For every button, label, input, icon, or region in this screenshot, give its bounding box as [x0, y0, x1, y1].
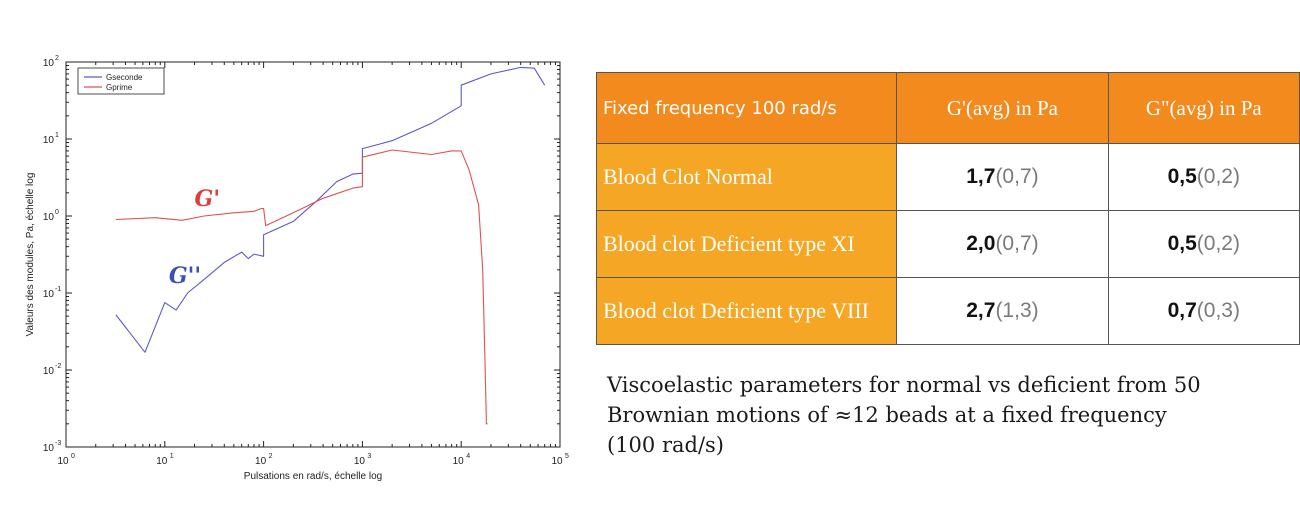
- table-row: Blood Clot Normal 1,7(0,7) 0,5(0,2): [595, 143, 1300, 211]
- x-tick-exponent: 2: [269, 453, 273, 460]
- x-tick-label: 10: [255, 456, 267, 467]
- g-second-cell: 0,7(0,3): [1107, 277, 1300, 345]
- caption-line: Viscoelastic parameters for normal vs de…: [607, 373, 1201, 397]
- y-tick-label: 10: [43, 58, 55, 69]
- x-axis-label: Pulsations en rad/s, échelle log: [244, 471, 382, 482]
- y-tick-exponent: 0: [55, 209, 59, 216]
- caption-line: (100 rad/s): [607, 433, 724, 457]
- caption: Viscoelastic parameters for normal vs de…: [607, 370, 1297, 460]
- x-tick-label: 10: [354, 456, 366, 467]
- value-main: 0,5: [1167, 165, 1197, 188]
- value-sd: (0,7): [995, 165, 1039, 188]
- g-prime-cell: 2,7(1,3): [896, 277, 1109, 345]
- table-row: Blood clot Deficient type XI 2,0(0,7) 0,…: [595, 210, 1300, 278]
- value-sd: (0,7): [995, 232, 1039, 255]
- row-label: Blood clot Deficient type XI: [595, 210, 898, 278]
- row-label: Blood clot Deficient type VIII: [595, 277, 898, 345]
- row-label: Blood Clot Normal: [595, 143, 898, 211]
- g-prime-cell: 2,0(0,7): [896, 210, 1109, 278]
- x-tick-label: 10: [551, 456, 563, 467]
- y-tick-exponent: -2: [55, 363, 61, 370]
- table-header-row: Fixed frequency 100 rad/s G'(avg) in Pa …: [595, 72, 1300, 144]
- series-line-gprime: [115, 149, 488, 425]
- x-tick-exponent: 5: [565, 453, 569, 460]
- caption-line: Brownian motions of ≈12 beads at a fixed…: [607, 403, 1167, 427]
- y-tick-exponent: -3: [55, 440, 61, 447]
- legend-box: [77, 67, 165, 95]
- x-tick-exponent: 1: [170, 453, 174, 460]
- x-tick-exponent: 0: [71, 453, 75, 460]
- x-tick-exponent: 4: [466, 453, 470, 460]
- series-line-gseconde: [115, 66, 546, 353]
- header-fixed-frequency: Fixed frequency 100 rad/s: [595, 72, 898, 144]
- viscoelastic-table: Fixed frequency 100 rad/s G'(avg) in Pa …: [595, 72, 1300, 345]
- annotation-label: G'': [169, 263, 201, 289]
- chart-svg: 10 0 10 1 10 2 10 3 10 4 10 510 -310 -210 -110 010 110 2P…: [25, 55, 569, 482]
- legend-label-gprime: Gprime: [106, 83, 133, 92]
- annotation-label: G': [195, 186, 221, 212]
- y-tick-label: 10: [43, 212, 55, 223]
- g-second-cell: 0,5(0,2): [1107, 210, 1300, 278]
- table-row: Blood clot Deficient type VIII 2,7(1,3) …: [595, 277, 1300, 345]
- value-main: 1,7: [966, 165, 996, 188]
- value-main: 2,7: [966, 299, 996, 322]
- rheology-chart: 10 0 10 1 10 2 10 3 10 4 10 5 10 -3 10 -2 10 -1 10 0 10 1 10 2 P…: [0, 0, 590, 505]
- value-sd: (0,2): [1196, 165, 1240, 188]
- value-sd: (1,3): [995, 299, 1039, 322]
- y-tick-exponent: 1: [55, 132, 59, 139]
- x-tick-label: 10: [57, 456, 69, 467]
- value-sd: (0,3): [1196, 299, 1240, 322]
- g-prime-cell: 1,7(0,7): [896, 143, 1109, 211]
- y-tick-label: 10: [43, 135, 55, 146]
- header-g-second: G"(avg) in Pa: [1107, 72, 1300, 144]
- x-tick-exponent: 3: [367, 453, 371, 460]
- y-tick-label: 10: [43, 443, 55, 454]
- y-tick-label: 10: [43, 366, 55, 377]
- header-g-prime: G'(avg) in Pa: [896, 72, 1109, 144]
- value-main: 2,0: [966, 232, 996, 255]
- value-main: 0,5: [1167, 232, 1197, 255]
- value-main: 0,7: [1167, 299, 1197, 322]
- y-axis-label: Valeurs des modules, Pa, échelle log: [25, 173, 36, 337]
- legend-label-gseconde: Gseconde: [106, 73, 143, 82]
- y-tick-exponent: 2: [55, 55, 59, 62]
- g-second-cell: 0,5(0,2): [1107, 143, 1300, 211]
- x-tick-label: 10: [453, 456, 465, 467]
- x-tick-label: 10: [156, 456, 168, 467]
- y-tick-label: 10: [43, 289, 55, 300]
- plot-frame: [65, 61, 561, 448]
- y-tick-exponent: -1: [55, 286, 61, 293]
- value-sd: (0,2): [1196, 232, 1240, 255]
